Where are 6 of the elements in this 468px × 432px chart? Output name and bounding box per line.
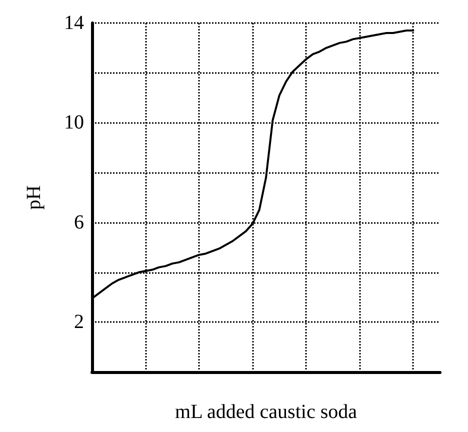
y-tick-label: 2 — [74, 311, 84, 334]
y-tick-label: 10 — [64, 112, 84, 134]
y-axis-title: pH — [23, 185, 45, 210]
x-axis-title: mL added caustic soda — [175, 401, 358, 423]
y-tick-label: 14 — [64, 12, 84, 34]
y-tick-label: 6 — [74, 211, 84, 234]
